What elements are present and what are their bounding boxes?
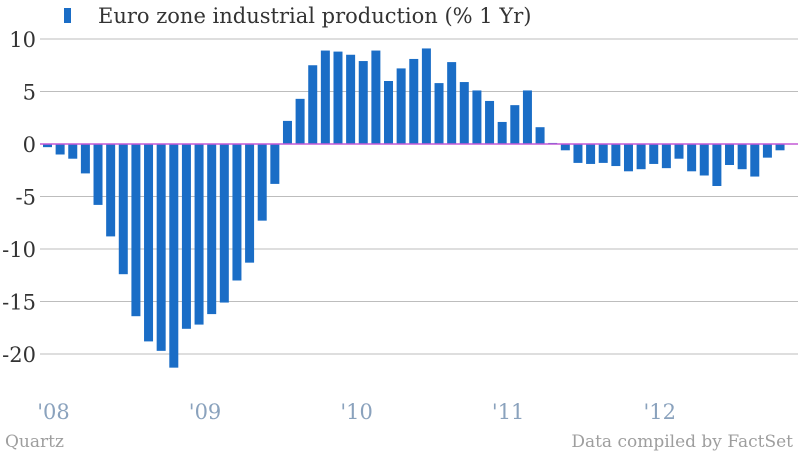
bar (43, 144, 52, 148)
bar (396, 68, 406, 144)
bar (207, 144, 217, 315)
bar (371, 50, 381, 144)
bar (535, 127, 545, 144)
bar (257, 144, 267, 221)
bar (699, 144, 709, 176)
bar (472, 90, 482, 144)
bar (320, 50, 330, 144)
bar (573, 144, 583, 163)
bar (106, 144, 116, 237)
bar (232, 144, 242, 281)
bar (560, 144, 570, 151)
bar (131, 144, 141, 317)
bar (649, 144, 659, 164)
legend-swatch (64, 8, 71, 23)
bar (282, 120, 292, 144)
y-tick-label: -15 (2, 291, 36, 315)
bar (333, 51, 343, 144)
y-tick-label: -10 (2, 238, 36, 262)
bar (384, 81, 394, 144)
bar (409, 58, 419, 145)
bar (144, 144, 154, 342)
bar (712, 144, 722, 186)
bar (245, 144, 255, 263)
bar (674, 144, 684, 159)
bar (169, 144, 179, 368)
bar (219, 144, 229, 303)
bar (80, 144, 90, 174)
y-tick-label: -20 (2, 343, 36, 367)
bar (636, 144, 646, 170)
bar (661, 144, 671, 169)
x-tick-label: '10 (340, 400, 373, 424)
legend-label: Euro zone industrial production (% 1 Yr) (98, 4, 532, 28)
x-tick-label: '12 (643, 400, 676, 424)
bar (421, 48, 431, 145)
bar (497, 121, 507, 144)
bar (308, 65, 318, 144)
source-credit-right: Data compiled by FactSet (571, 432, 793, 452)
bar (687, 144, 697, 172)
bar (346, 54, 356, 144)
bar (485, 100, 495, 144)
bar (510, 105, 520, 144)
bar (750, 144, 760, 177)
bar (447, 62, 457, 144)
bar (611, 144, 621, 167)
bar (434, 83, 444, 144)
y-tick-label: 0 (23, 133, 36, 157)
y-tick-label: 10 (9, 28, 36, 52)
y-tick-label: 5 (23, 81, 36, 105)
bar (459, 82, 469, 144)
bar (295, 98, 305, 144)
bar (522, 90, 532, 144)
bar (93, 144, 103, 205)
bar (118, 144, 128, 275)
bar (270, 144, 280, 184)
x-tick-label: '11 (492, 400, 525, 424)
bar (762, 144, 772, 158)
bar (181, 144, 191, 329)
bar (68, 144, 78, 159)
y-tick-label: -5 (16, 186, 36, 210)
source-credit-left: Quartz (5, 432, 64, 452)
bar (775, 144, 785, 151)
bar (194, 144, 204, 325)
bar (586, 144, 596, 164)
bar (156, 144, 166, 351)
bar (725, 144, 735, 165)
bar (598, 144, 608, 163)
x-tick-label: '09 (189, 400, 222, 424)
bar (623, 144, 633, 172)
bar (55, 144, 65, 155)
x-tick-label: '08 (37, 400, 70, 424)
bar (358, 61, 368, 144)
bar (737, 144, 747, 170)
